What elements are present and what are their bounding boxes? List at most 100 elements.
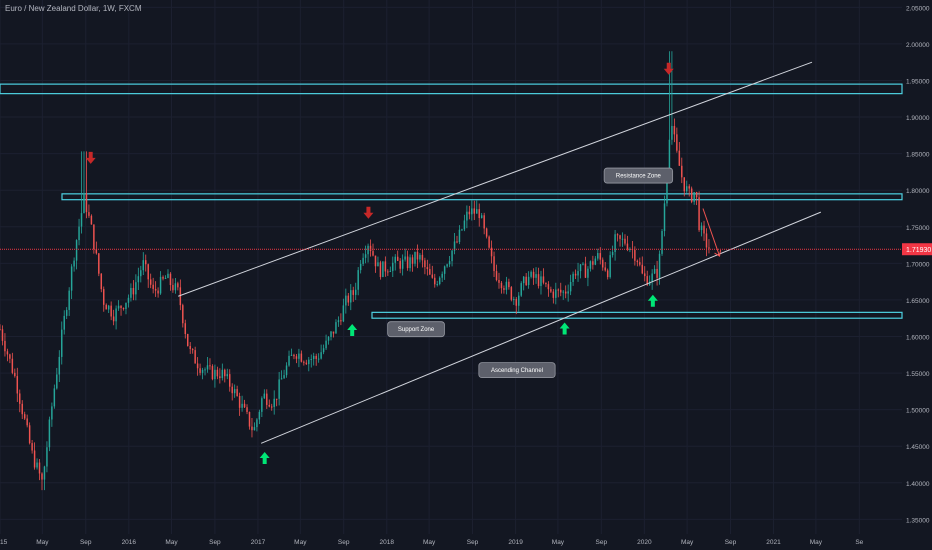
candle-body [414,251,416,264]
current-price-line: 1.71930 [0,243,932,256]
candle-body [46,447,48,467]
x-tick-label: 2021 [766,539,781,546]
candle-down [189,342,191,354]
candle-body [186,334,189,347]
candle-body [518,295,520,306]
candle-up [653,265,656,275]
candle-body [56,374,58,389]
candle-up [317,353,320,363]
projection-arrow-head [714,249,722,257]
candle-up [298,348,300,368]
candle-body [503,288,505,290]
candle-body [364,254,367,258]
candle-body [164,277,167,279]
candle-body [584,263,587,278]
candle-down [4,333,6,357]
candle-down [426,259,429,276]
up-arrow-icon [647,294,658,307]
candle-body [263,393,266,399]
candle-up [80,151,83,234]
candle-body [65,309,68,316]
candle-body [295,356,298,359]
candle-down [31,440,33,454]
candle-body [145,260,147,265]
candle-up [337,316,340,327]
candle-body [177,283,179,288]
candle-down [510,286,513,302]
candle-body [122,307,125,310]
candle-body [162,276,164,279]
candle-down [606,268,609,280]
candle-body [480,215,483,219]
candle-body [93,224,95,249]
x-tick-label: May [165,539,178,546]
candle-body [577,271,579,276]
candle-up [505,276,508,295]
candle-down [293,353,295,360]
candle-down [396,250,399,262]
candle-up [36,458,38,470]
candle-body [476,209,478,214]
candle-body [485,228,488,237]
candle-body [248,412,251,427]
candle-body [182,305,184,324]
candle-up [535,267,537,284]
candle-body [658,253,661,278]
candle-up [530,270,532,279]
candle-down [545,282,547,288]
chart-title: Euro / New Zealand Dollar, 1W, FXCM [5,4,142,13]
candle-body [16,376,19,394]
candle-body [58,356,61,375]
candle-down [498,272,500,289]
candle-down [103,286,105,312]
support-zone [371,311,903,319]
candle-up [419,253,421,263]
candle-up [597,248,599,261]
candle-body [500,282,503,289]
candle-body [236,389,238,396]
candle-body [258,411,261,420]
candle-body [579,264,582,272]
candle-body [419,254,421,260]
candle-body [11,358,14,373]
x-tick-label: 2015 [0,539,8,546]
candle-body [228,374,231,387]
candle-body [266,393,268,405]
candle-down [199,363,201,376]
candle-up [394,254,396,271]
candle-body [461,229,463,231]
candle-up [174,278,177,294]
candle-down [216,366,219,380]
candle-body [317,358,320,360]
candle-body [253,427,256,431]
candle-body [597,253,599,259]
candle-body [463,220,466,230]
candle-up [263,389,266,400]
candle-body [184,323,187,335]
candle-up [312,352,315,366]
candle-down [186,333,189,347]
candle-body [140,270,142,277]
up-arrow-icon [347,323,358,336]
candle-up [283,369,285,379]
candle-down [38,459,41,481]
candle-body [322,348,325,353]
candle-body [429,268,431,275]
candle-body [73,260,75,267]
candle-down [11,352,14,375]
candle-up [555,282,557,305]
candle-up [518,292,520,312]
candle-body [646,276,648,285]
y-tick-label: 1.80000 [906,188,930,195]
candle-body [404,256,406,260]
candle-up [288,350,290,367]
candle-down [639,257,641,267]
candle-body [53,388,56,407]
candle-down [228,369,231,392]
candle-body [31,443,33,451]
candle-up [458,225,461,245]
candle-down [172,278,174,293]
candle-down [110,301,112,321]
candle-body [661,231,663,254]
